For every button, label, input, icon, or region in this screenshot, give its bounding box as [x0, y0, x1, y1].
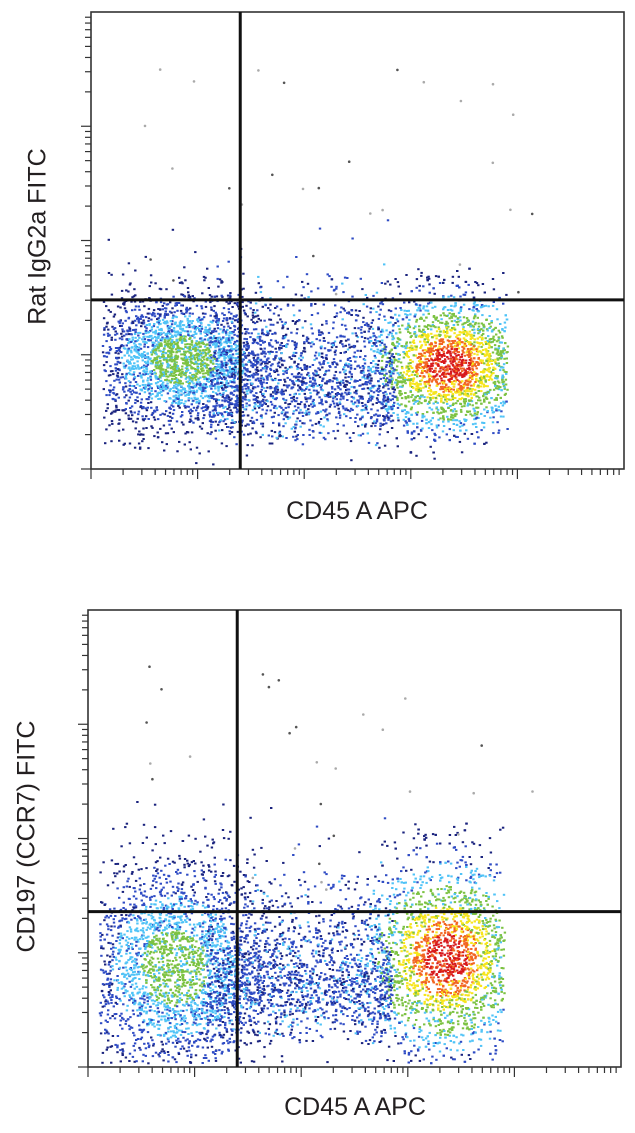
- plot-1: Rat IgG2a FITC CD45 A APC: [0, 0, 635, 560]
- plot-2-x-axis-label: CD45 A APC: [284, 1093, 426, 1121]
- x-axis-ticks: [90, 469, 620, 479]
- plot-1-x-axis-label: CD45 A APC: [286, 497, 428, 525]
- x-axis-ticks: [87, 1067, 617, 1077]
- plot-1-canvas: [81, 11, 625, 479]
- plot-2-y-axis-label: CD197 (CCR7) FITC: [12, 720, 41, 953]
- y-axis-ticks: [78, 614, 88, 1068]
- data-points: [101, 68, 534, 466]
- y-axis-ticks: [81, 16, 91, 470]
